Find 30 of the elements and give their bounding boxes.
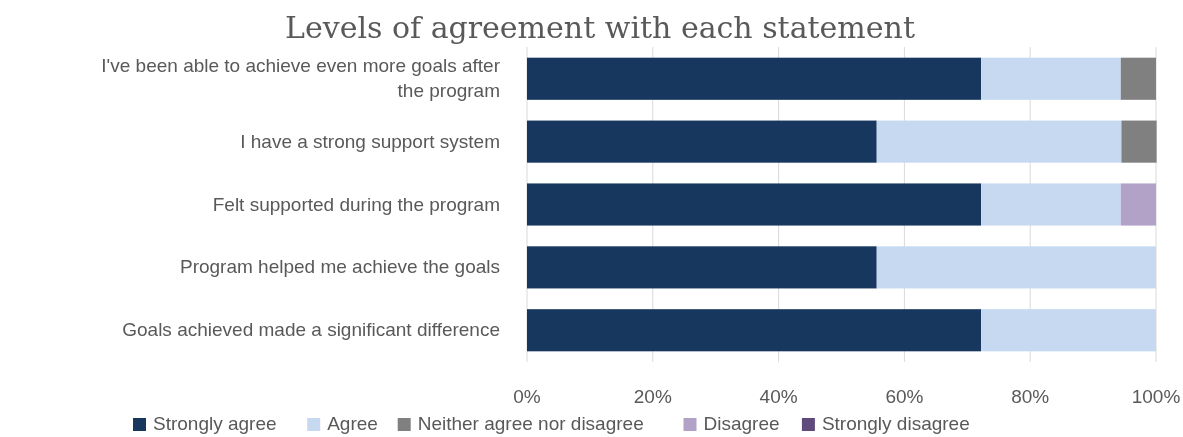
bar — [527, 246, 877, 289]
x-tick-label: 20% — [633, 386, 672, 407]
x-tick-label: 100% — [1131, 386, 1181, 407]
y-tick-label: Goals achieved made a significant difference — [122, 319, 500, 341]
bar — [981, 183, 1121, 226]
bar — [1121, 120, 1157, 163]
y-tick-label: I've been able to achieve even more goals after the program — [101, 55, 501, 102]
y-tick-label: I have a strong support system — [240, 130, 500, 152]
y-tick-label: Program helped me achieve the goals — [179, 256, 500, 278]
legend-label: Neither agree nor disagree — [417, 413, 644, 434]
chart-title: Levels of agreement with each statement — [285, 10, 915, 45]
x-tick-label: 80% — [1011, 386, 1050, 407]
legend-label: Agree — [327, 413, 378, 434]
legend-label: Disagree — [703, 413, 780, 434]
bar — [527, 120, 877, 163]
bar — [527, 57, 982, 100]
bar — [1120, 183, 1156, 226]
bar — [981, 57, 1121, 100]
bar — [527, 309, 982, 352]
x-tick-label: 60% — [885, 386, 924, 407]
legend-label: Strongly disagree — [821, 413, 970, 434]
bar — [981, 309, 1156, 352]
bar — [1120, 57, 1156, 100]
y-tick-label: Felt supported during the program — [212, 193, 500, 215]
x-tick-label: 40% — [759, 386, 798, 407]
legend-label: Strongly agree — [153, 413, 277, 434]
bar — [876, 246, 1156, 289]
bar — [527, 183, 982, 226]
bar — [876, 120, 1122, 163]
x-tick-label: 0% — [513, 386, 541, 407]
